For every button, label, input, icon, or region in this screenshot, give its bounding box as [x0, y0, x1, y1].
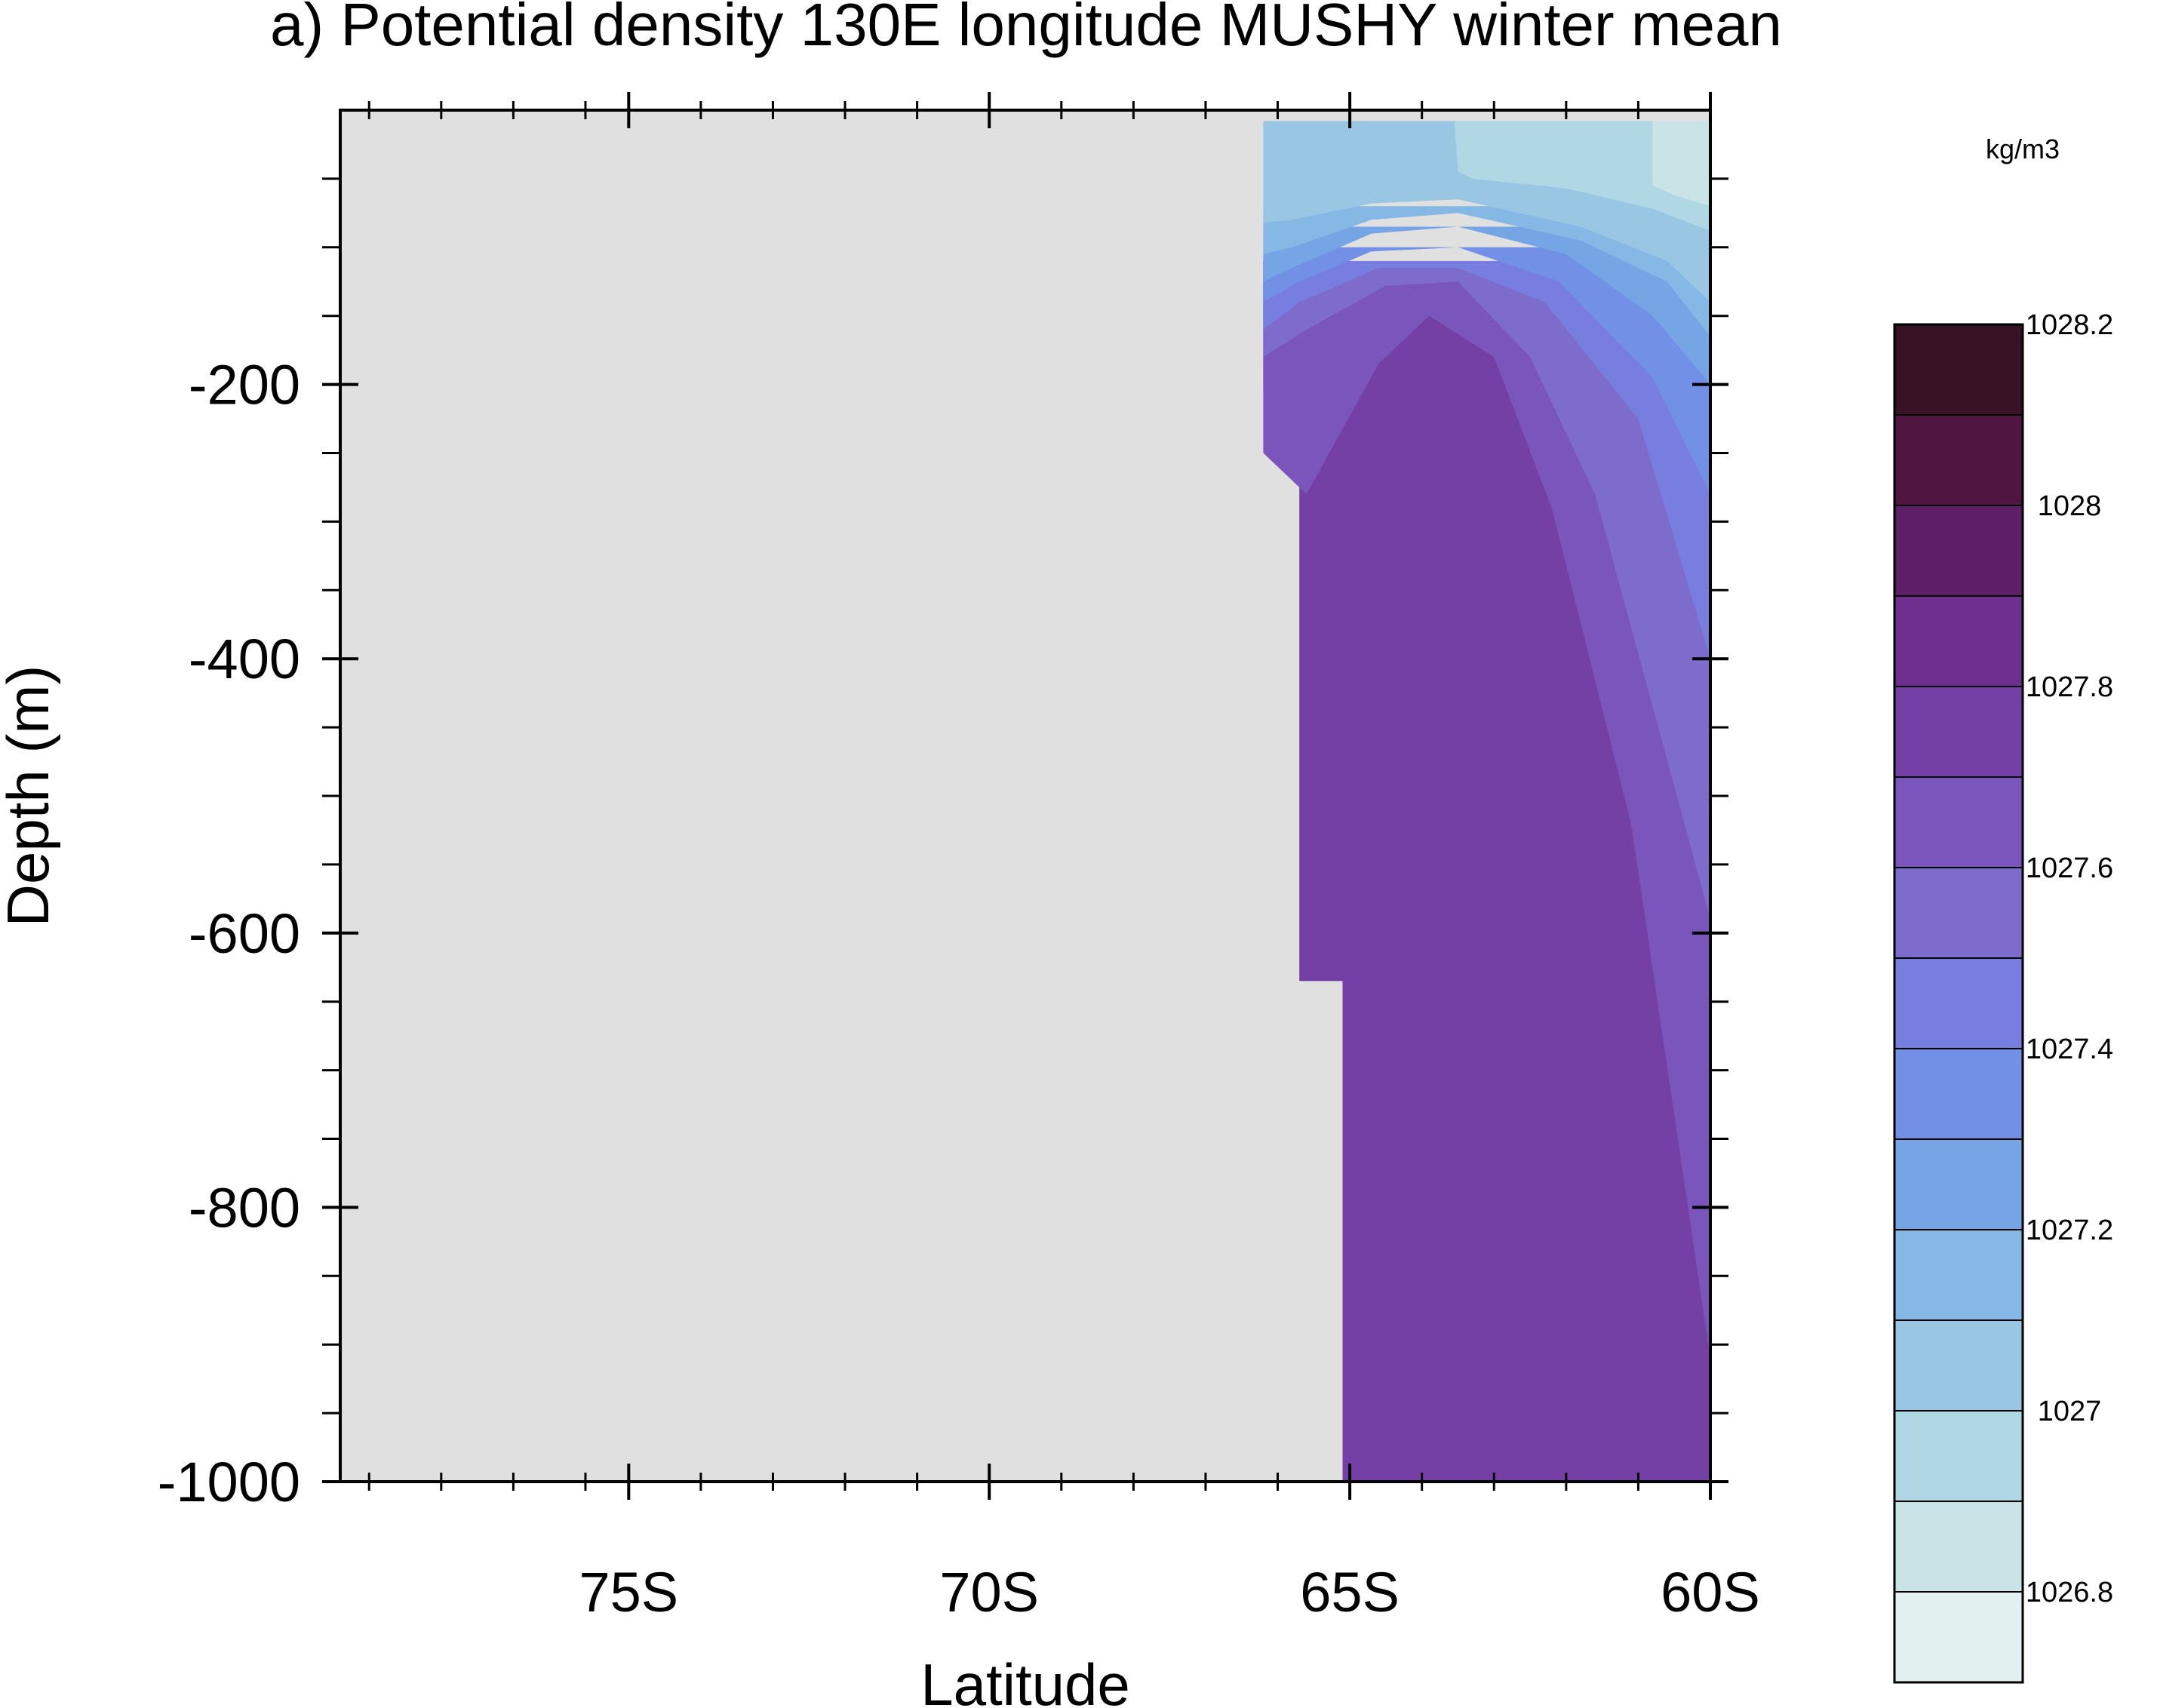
colorbar-label: 1028 [2038, 490, 2102, 522]
colorbar-swatch [1894, 595, 2023, 687]
x-tick-label: 70S [939, 1561, 1039, 1624]
colorbar-swatch [1894, 957, 2023, 1049]
colorbar-label: 1027 [2038, 1396, 2102, 1427]
x-axis-label: Latitude [920, 1651, 1130, 1708]
colorbar-frame [1893, 323, 2024, 1684]
colorbar-label: 1028.2 [2026, 309, 2113, 341]
density-band-9 [1652, 121, 1710, 207]
x-tick-label: 65S [1300, 1561, 1400, 1624]
colorbar-label: 1027.4 [2026, 1034, 2113, 1065]
colorbar-label: 1027.2 [2026, 1215, 2113, 1246]
density-band-5 [1263, 226, 1710, 385]
density-band-1 [1263, 261, 1710, 1359]
colorbar-swatch [1894, 776, 2023, 868]
y-axis-ticks: -200 -400 -600 -800 -1000 [158, 177, 1728, 1513]
y-axis-label: Depth (m) [0, 665, 61, 927]
density-band-6 [1263, 206, 1710, 336]
colorbar-label: 1027.6 [2026, 852, 2113, 884]
x-tick-label: 75S [579, 1561, 678, 1624]
density-contours [1263, 121, 1710, 1482]
colorbar-swatch [1894, 686, 2023, 778]
colorbar-swatch [1894, 1229, 2023, 1321]
y-tick-label: -600 [189, 902, 300, 965]
colorbar-label: 1026.8 [2026, 1577, 2113, 1608]
x-tick-label: 60S [1661, 1561, 1760, 1624]
y-tick-label: -200 [189, 354, 300, 416]
plot-area [339, 109, 1712, 1483]
colorbar-swatch [1894, 1591, 2023, 1683]
chart-title: a) Potential density 130E longitude MUSH… [270, 0, 1782, 58]
density-band-8 [1454, 121, 1710, 231]
colorbar-units: kg/m3 [1986, 134, 2060, 164]
x-axis-ticks: 75S 70S 65S 60S [367, 92, 1760, 1624]
colorbar-swatch [1894, 414, 2023, 506]
density-band-2 [1263, 261, 1710, 920]
y-tick-label: -400 [189, 628, 300, 690]
y-tick-label: -800 [189, 1176, 300, 1239]
colorbar-swatch [1894, 324, 2023, 416]
density-band-3 [1263, 261, 1710, 659]
colorbar-swatch [1894, 1138, 2023, 1230]
y-tick-label: -1000 [158, 1451, 300, 1513]
colorbar-label: 1027.8 [2026, 671, 2113, 703]
colorbar-swatch [1894, 1048, 2023, 1140]
colorbar-swatch [1894, 1410, 2023, 1502]
colorbar-swatch [1894, 1319, 2023, 1412]
colorbar-swatch [1894, 1501, 2023, 1593]
colorbar: 1026.8 1027 1027.2 1027.4 1027.6 1027.8 1028 10… [1893, 309, 2113, 1684]
density-band-4 [1263, 247, 1710, 494]
colorbar-swatch [1894, 505, 2023, 597]
colorbar-swatch [1894, 867, 2023, 959]
